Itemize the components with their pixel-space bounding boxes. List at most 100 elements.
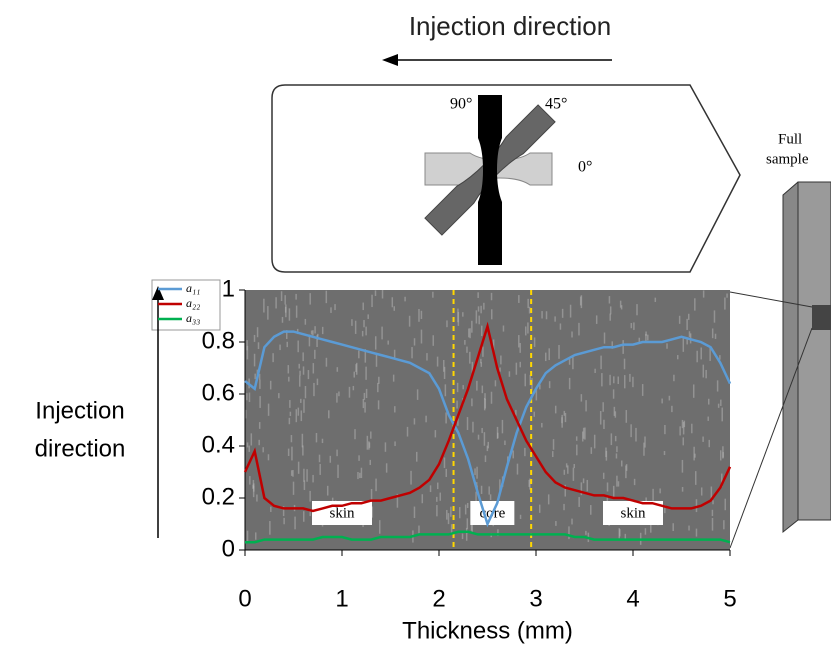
texture: [482, 346, 484, 357]
texture: [359, 472, 361, 479]
texture: [310, 330, 313, 335]
texture: [638, 337, 641, 343]
angle-label: 90°: [450, 96, 472, 113]
texture: [630, 323, 633, 329]
sample-label: Full: [778, 131, 802, 147]
texture: [334, 304, 336, 311]
texture: [246, 340, 248, 351]
x-tick-label: 5: [723, 585, 736, 612]
texture: [696, 350, 698, 363]
texture: [722, 452, 724, 458]
texture: [336, 449, 338, 457]
texture: [445, 412, 447, 424]
texture: [535, 388, 538, 401]
texture: [367, 314, 369, 319]
texture: [548, 381, 551, 389]
texture: [475, 310, 478, 324]
texture: [471, 398, 473, 407]
texture: [267, 454, 270, 461]
texture: [299, 375, 301, 387]
texture: [393, 306, 396, 311]
texture: [625, 465, 627, 479]
y-tick-label: 1: [222, 275, 235, 302]
texture: [290, 470, 293, 476]
texture: [297, 461, 300, 474]
texture: [476, 466, 478, 479]
texture: [726, 293, 728, 298]
diagram-title: Injection direction: [409, 11, 611, 41]
texture: [480, 485, 483, 494]
texture: [707, 416, 709, 421]
texture: [612, 485, 615, 497]
texture: [392, 374, 395, 382]
texture: [459, 507, 461, 519]
texture: [594, 368, 596, 373]
texture: [585, 530, 587, 535]
texture: [714, 333, 717, 339]
texture: [630, 424, 632, 438]
texture: [408, 315, 411, 327]
texture: [391, 297, 394, 308]
texture: [724, 297, 726, 310]
texture: [692, 384, 695, 398]
texture: [377, 382, 379, 393]
texture: [719, 450, 722, 461]
texture: [576, 444, 578, 456]
texture: [707, 398, 710, 405]
texture: [565, 463, 568, 468]
x-axis-label: Thickness (mm): [402, 617, 573, 644]
texture: [480, 358, 482, 364]
texture: [297, 407, 300, 416]
texture: [450, 506, 452, 517]
texture: [567, 465, 569, 474]
texture: [371, 506, 374, 518]
texture: [363, 320, 365, 328]
texture: [249, 476, 251, 485]
texture: [563, 503, 565, 511]
texture: [518, 295, 520, 303]
texture: [484, 399, 487, 409]
texture: [443, 366, 446, 380]
texture: [466, 518, 469, 529]
texture: [326, 485, 329, 496]
texture: [681, 459, 684, 473]
texture: [316, 335, 318, 348]
texture: [644, 436, 646, 448]
texture: [385, 463, 388, 473]
texture: [723, 520, 725, 530]
texture: [283, 517, 285, 525]
texture: [636, 304, 638, 316]
texture: [682, 422, 685, 435]
texture: [443, 359, 445, 372]
texture: [444, 384, 447, 397]
texture: [686, 337, 688, 345]
texture: [644, 528, 647, 535]
texture: [643, 442, 645, 456]
texture: [477, 306, 480, 312]
x-tick-label: 2: [432, 585, 445, 612]
texture: [717, 403, 720, 408]
texture: [616, 446, 618, 453]
texture: [371, 294, 373, 308]
texture: [337, 464, 339, 478]
texture: [413, 506, 416, 519]
texture: [711, 509, 714, 517]
texture: [582, 431, 584, 442]
texture: [384, 442, 387, 452]
texture: [477, 292, 479, 298]
texture: [365, 388, 368, 398]
texture: [593, 434, 596, 449]
texture: [443, 457, 446, 468]
texture: [515, 409, 517, 416]
texture: [650, 524, 652, 533]
texture: [348, 386, 351, 398]
texture: [499, 367, 501, 372]
arrow-head: [382, 54, 398, 66]
legend-label: a₁₁: [186, 281, 200, 295]
texture: [691, 423, 693, 434]
texture: [623, 375, 626, 389]
texture: [545, 311, 548, 320]
texture: [308, 334, 311, 347]
texture: [602, 402, 604, 412]
texture: [527, 298, 529, 309]
